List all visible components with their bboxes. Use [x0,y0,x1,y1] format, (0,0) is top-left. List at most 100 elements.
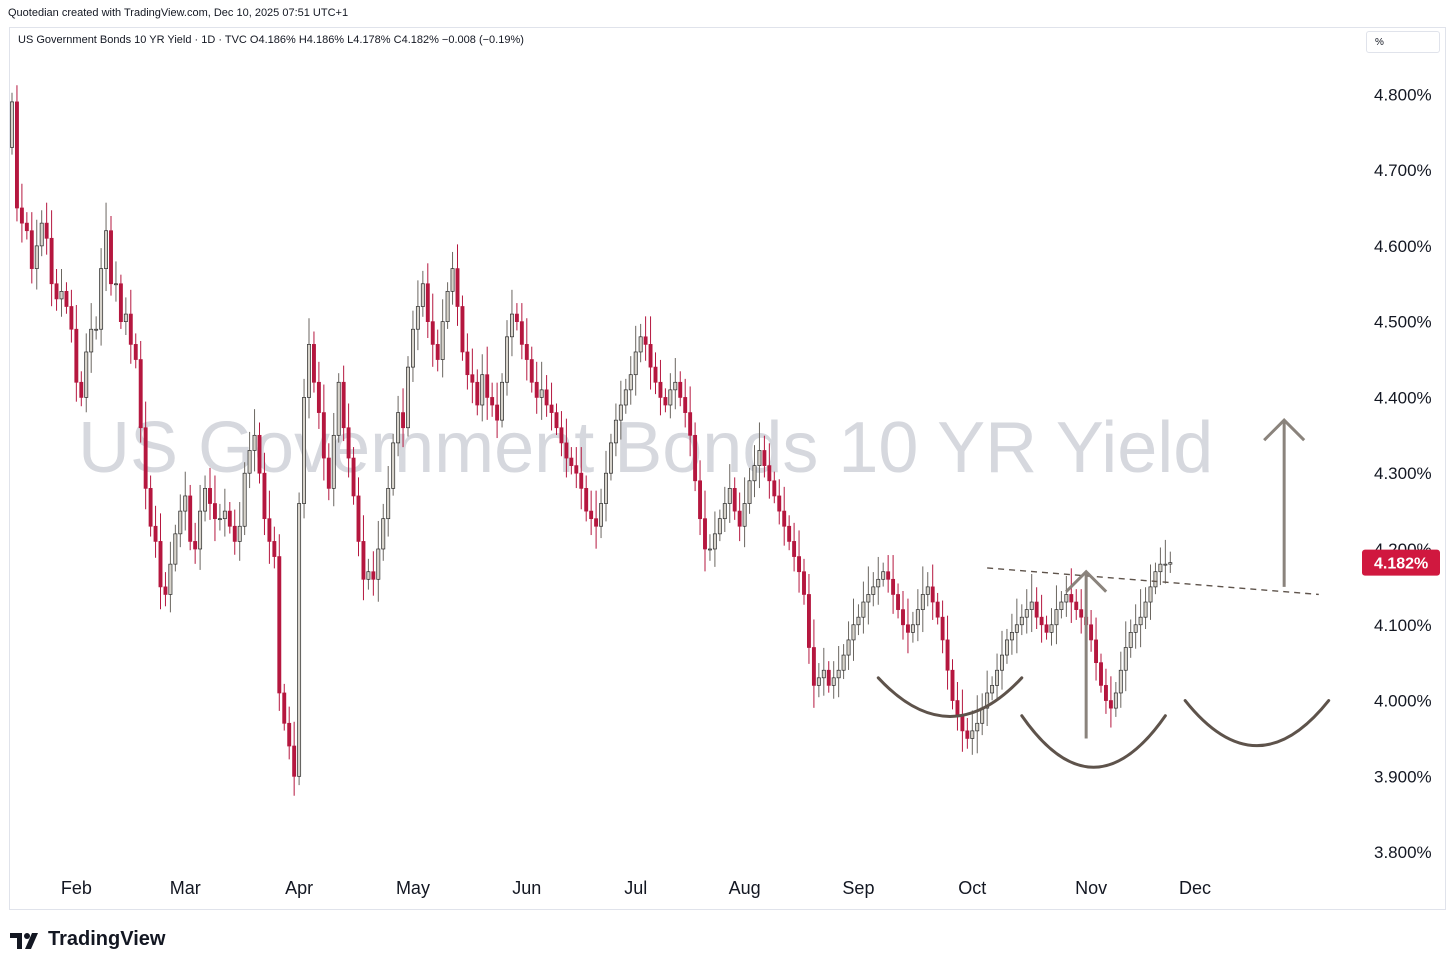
candle [920,566,925,633]
candle [242,462,247,536]
candle [1118,651,1123,708]
y-tick-label: 4.600% [1374,237,1432,256]
candle [1163,539,1168,584]
candle [257,422,262,484]
candle [905,598,910,654]
candle [1138,589,1143,648]
candle [891,555,896,614]
candle [39,210,44,257]
candle [881,562,886,587]
candle [99,248,104,346]
candle [698,460,703,536]
candle [1128,619,1133,658]
candle [128,289,133,364]
candle [896,583,901,619]
candle [316,361,321,429]
y-tick-label: 3.800% [1374,843,1432,862]
candle [826,661,831,693]
candle [138,340,143,443]
candle [158,513,163,610]
candle [485,346,490,420]
candle [1148,564,1153,620]
candle [430,293,435,367]
head-height-arrow [1065,569,1108,739]
candle [1000,630,1004,690]
candle [1094,617,1098,681]
candle [396,395,401,457]
candle [673,358,678,410]
candle [1019,604,1024,636]
candle [386,466,391,537]
candle [846,621,851,670]
candle [282,683,287,731]
candle [594,490,599,549]
candle [113,261,118,302]
candle [346,403,351,478]
candle [955,681,960,731]
target-arrow [1263,418,1306,587]
candle [648,316,653,390]
candle [866,566,871,625]
candle [569,447,574,475]
candle [821,647,826,696]
candle [1014,598,1019,654]
y-axis: 4.800%4.700%4.600%4.500%4.400%4.300%4.20… [1374,85,1432,862]
candle [49,210,54,307]
candle [712,511,717,567]
candle [1054,585,1059,645]
candle [307,318,311,419]
candle [727,464,732,523]
candle [133,333,138,369]
candle [851,598,856,661]
candle [584,475,589,522]
candle [792,522,797,572]
candle [1009,613,1014,655]
candle [222,488,227,537]
candle [217,503,222,531]
candle [1029,573,1034,633]
candle [297,492,302,786]
neckline [987,567,1319,596]
candle [1024,589,1029,634]
candle [252,409,257,472]
candle [510,289,514,357]
tradingview-brand[interactable]: TradingView [10,928,165,951]
candle [198,484,203,570]
candle [1064,575,1069,617]
candle [74,304,79,402]
x-tick-label: Oct [958,878,986,898]
candle [658,359,663,416]
candle [539,361,544,420]
candle [678,371,683,407]
candle [326,443,331,501]
candle [336,373,341,443]
unit-selector[interactable]: % [1366,31,1440,53]
candle [1108,676,1113,728]
candle [544,375,549,417]
candle [777,479,782,525]
candle [707,534,712,561]
candle [564,418,569,478]
candle [797,530,802,593]
candle [604,450,608,522]
candle [559,411,564,457]
candle [208,467,212,520]
candle [960,689,965,752]
x-tick-label: Jun [512,878,541,898]
candle [1079,589,1084,634]
candle [623,378,628,414]
candle [554,403,559,436]
candle [94,316,99,340]
chart-frame [9,27,1446,910]
candle [995,653,1000,699]
candle [262,452,267,536]
candle [19,183,24,243]
candle [747,467,752,514]
unit-label: % [1375,37,1384,48]
candle [391,433,396,496]
candle [425,263,430,339]
candle [480,354,485,422]
y-tick-label: 4.700% [1374,161,1432,180]
candle [524,318,529,381]
